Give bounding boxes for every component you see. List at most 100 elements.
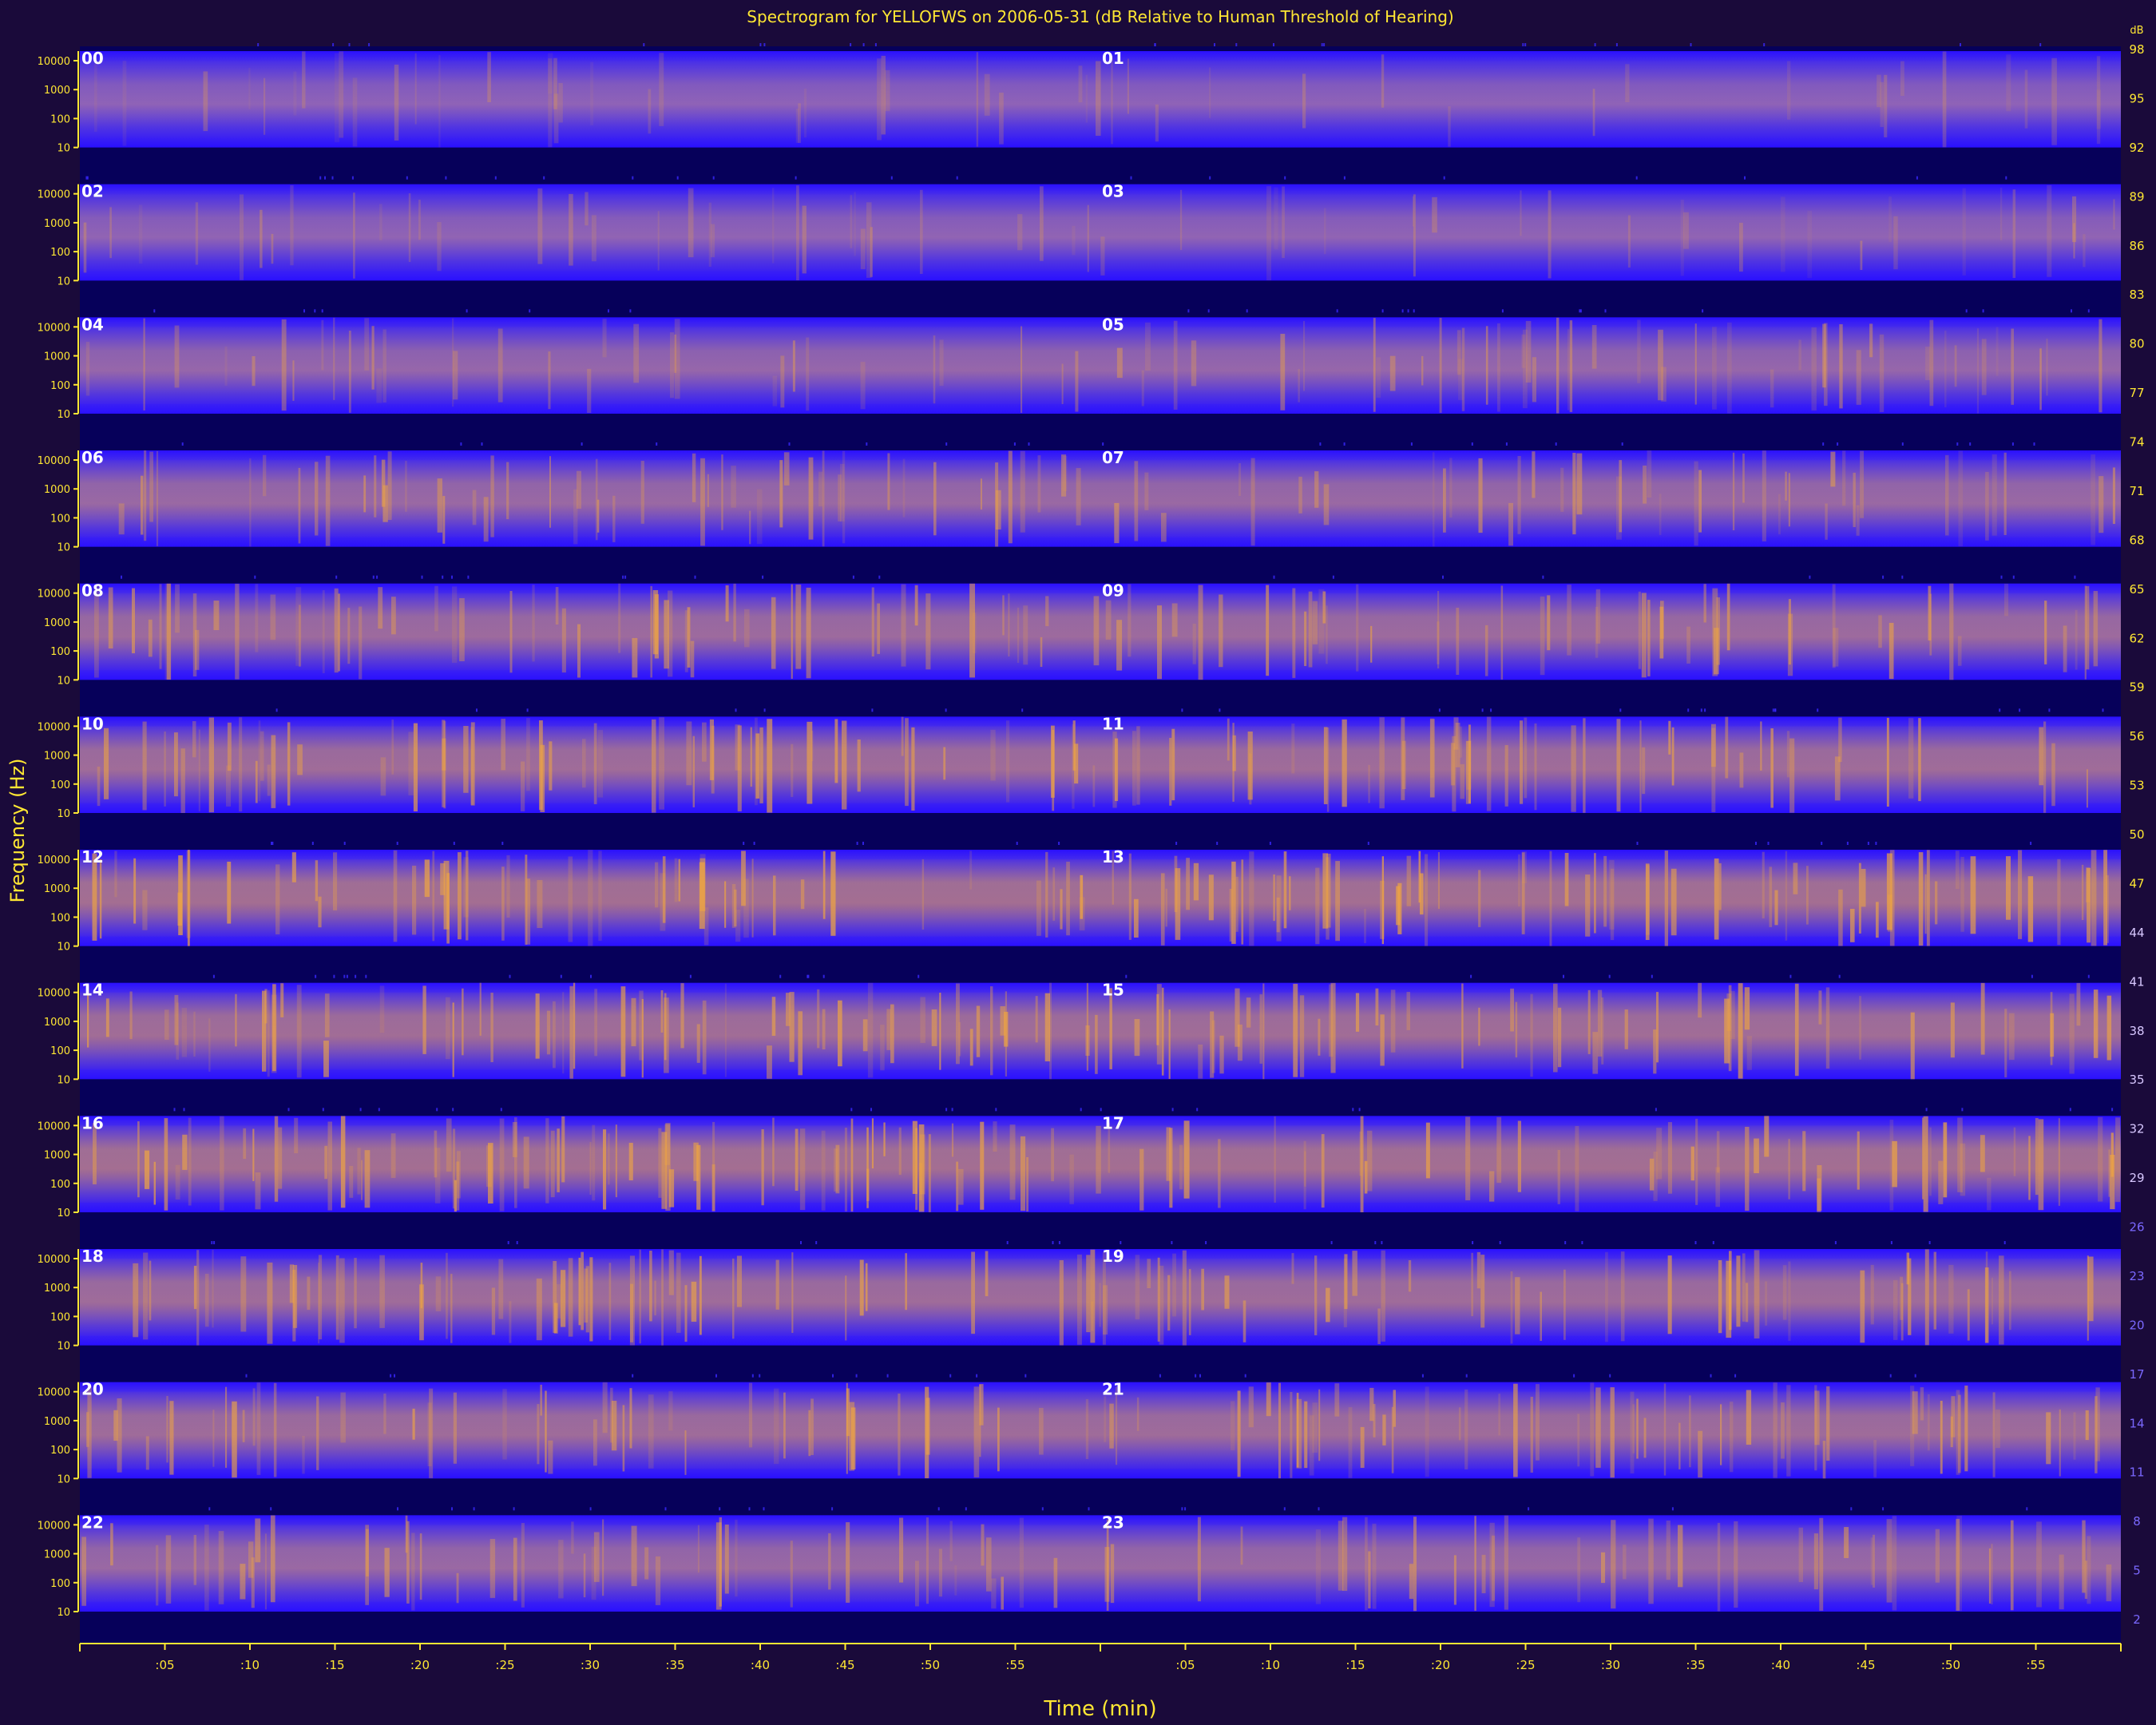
speck [1969,442,1972,446]
speck [1181,1507,1183,1511]
speck [1343,176,1346,180]
speck [719,1507,721,1511]
speck [208,1507,211,1511]
streak [1643,466,1647,504]
speck [378,1108,380,1112]
streak [548,58,553,148]
streak [1452,736,1456,812]
y-tick-label: 100 [50,646,70,658]
streak [263,454,267,497]
streak [1115,738,1119,801]
streak [1609,859,1615,930]
streak [1955,851,1960,889]
streak [817,989,820,1049]
streak [1389,355,1396,391]
colorbar-tick-label: 47 [2129,876,2144,890]
streak [991,1578,997,1609]
streak [1092,765,1096,807]
streak [2085,1410,2089,1441]
speck [2005,176,2007,180]
streak [693,1142,699,1181]
streak [1717,1522,1721,1612]
speck [473,1507,475,1511]
streak [442,496,446,544]
streak [1787,61,1791,120]
streak [1924,874,1927,934]
streak [287,722,291,806]
streak [1109,1403,1114,1449]
speck [348,43,351,46]
streak [156,450,159,546]
speck [1381,309,1384,313]
streak [437,222,442,272]
speck [368,43,371,46]
streak [629,1255,635,1346]
speck [759,1374,761,1378]
streak [1728,985,1732,1072]
streak [411,1533,415,1611]
streak [81,1537,86,1606]
streak [1085,1399,1089,1459]
streak [418,200,421,240]
streak [1857,1131,1860,1190]
streak [1515,1277,1520,1334]
streak [1193,862,1199,901]
streak [1861,869,1866,907]
speck [445,176,447,180]
streak [845,1275,847,1341]
streak [1666,1521,1671,1580]
speck [1438,708,1441,712]
streak [822,851,826,919]
streak [1647,450,1652,498]
streak [232,1401,237,1478]
streak [1008,450,1013,544]
streak [164,1009,169,1040]
speck [1244,1374,1246,1378]
streak [145,1436,149,1470]
streak [1933,1251,1936,1330]
streak [1322,591,1326,624]
speck [245,1374,248,1378]
streak [980,1121,985,1210]
x-tick-label: :30 [1601,1658,1620,1672]
speck [343,842,346,845]
speck [1024,1374,1027,1378]
streak [1302,73,1306,129]
streak [1308,591,1313,668]
streak [169,1401,174,1475]
y-tick-label: 1000 [44,1416,70,1428]
streak [633,323,640,383]
streak [1960,1143,1966,1196]
streak [731,466,736,508]
streak [1813,1533,1819,1590]
streak [132,588,135,653]
streak [1860,450,1864,518]
streak [860,362,866,410]
streak [1678,1525,1683,1588]
streak [1282,186,1285,258]
speck [763,708,766,712]
streak [1375,988,1379,1026]
streak [1186,858,1190,910]
streak [380,757,386,796]
streak [1171,603,1178,637]
streak [1695,1118,1698,1205]
spectrogram-bands [80,43,2121,1612]
streak [1465,741,1471,804]
streak [1525,320,1532,383]
streak [2098,1116,2103,1202]
streak [767,1045,772,1079]
speck [1088,1507,1090,1511]
streak [772,375,778,406]
streak [2039,727,2043,786]
streak [463,726,469,793]
streak [602,1382,608,1434]
colorbar-top-label: dB [2130,25,2143,37]
streak [1112,851,1114,905]
streak [799,1128,806,1211]
streak [1524,717,1528,799]
streak [1020,450,1025,533]
streak [1822,323,1826,388]
streak [828,1533,831,1590]
